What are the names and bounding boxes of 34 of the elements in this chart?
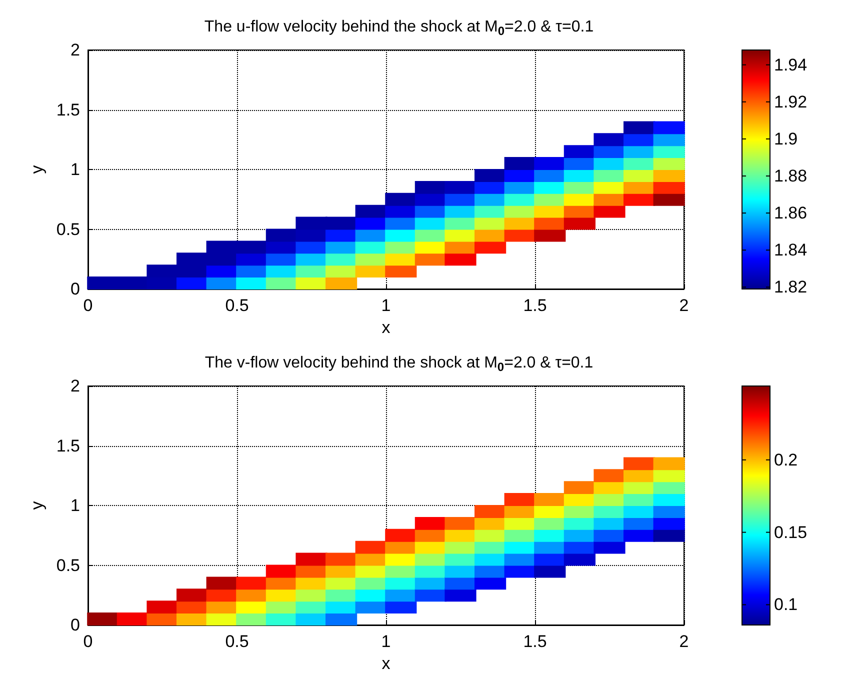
x-tick-label: 2 <box>679 632 689 651</box>
color-bar-label: 1.9 <box>774 129 798 148</box>
x-tick-label: 1.5 <box>523 296 547 315</box>
y-tick-label: 1.5 <box>56 100 80 120</box>
color-bar-label: 1.82 <box>774 278 808 297</box>
y-tick-label: 1 <box>70 496 80 515</box>
x-tick-label: 0.5 <box>225 296 249 315</box>
y-axis-title: y <box>27 164 46 174</box>
y-tick-label: 2 <box>70 40 80 60</box>
y-axis-title: y <box>27 500 46 510</box>
y-tick-label: 0.5 <box>56 556 80 575</box>
color-bar-label: 0.15 <box>774 522 808 542</box>
color-bar-label: 1.84 <box>774 240 808 260</box>
color-bar-label: 1.86 <box>774 204 808 223</box>
x-tick-label: 1.5 <box>523 632 547 651</box>
x-axis-title: x <box>382 654 391 673</box>
y-tick-label: 1 <box>70 160 80 179</box>
x-axis-title: x <box>382 318 391 337</box>
color-bar-label: 1.88 <box>774 166 808 186</box>
y-tick-label: 0 <box>70 616 80 634</box>
x-tick-label: 0.5 <box>225 632 249 651</box>
x-tick-label: 0 <box>83 296 93 315</box>
color-bar-label: 1.94 <box>774 55 808 74</box>
color-bar-label: 0.1 <box>774 595 798 614</box>
y-tick-label: 0 <box>70 280 80 298</box>
x-tick-label: 2 <box>679 296 689 315</box>
y-tick-label: 0.5 <box>56 220 80 239</box>
color-bar-label: 1.92 <box>774 92 808 112</box>
x-tick-label: 1 <box>381 296 391 315</box>
x-tick-label: 1 <box>381 632 391 651</box>
y-tick-label: 1.5 <box>56 436 80 456</box>
x-tick-label: 0 <box>83 632 93 651</box>
y-tick-label: 2 <box>70 376 80 396</box>
color-bar-label: 0.2 <box>774 450 798 470</box>
